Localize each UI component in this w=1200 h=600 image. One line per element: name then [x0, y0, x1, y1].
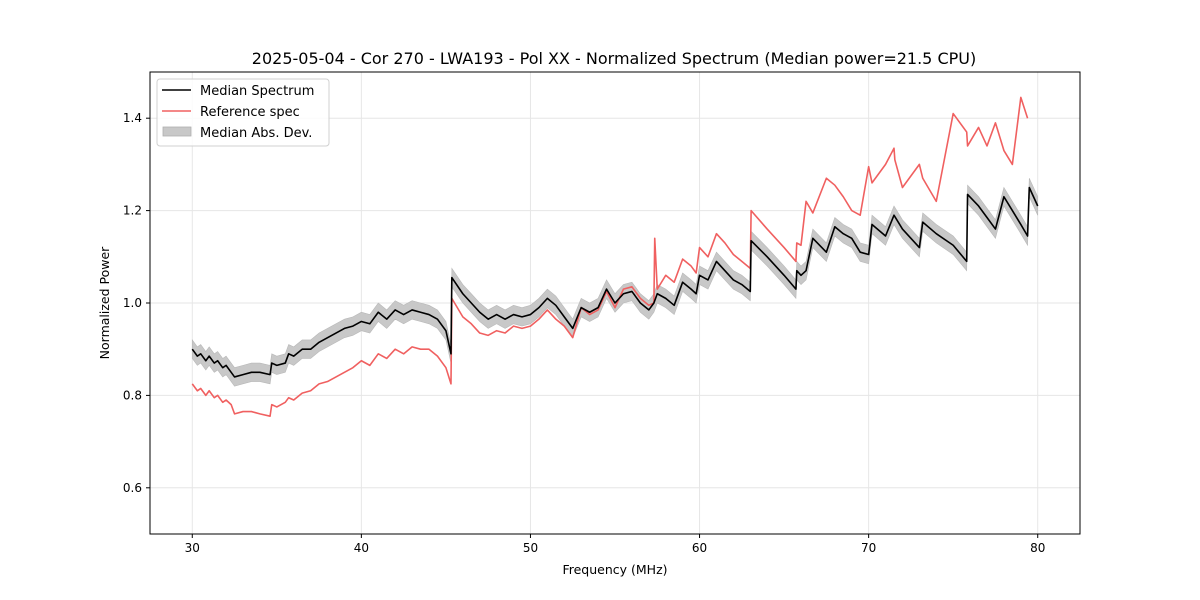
y-axis-ticks: 0.6 0.8 1.0 1.2 1.4	[123, 111, 150, 495]
legend-box	[156, 78, 330, 147]
y-tick-label: 1.0	[123, 296, 142, 310]
y-tick-label: 1.2	[123, 204, 142, 218]
x-tick-label: 60	[692, 541, 707, 555]
y-axis-label: Normalized Power	[97, 246, 112, 360]
median-spectrum-line	[191, 186, 1039, 378]
series-lines-group	[191, 96, 1039, 417]
reference-spectrum-line	[191, 96, 1029, 417]
grid-lines	[150, 72, 1080, 534]
x-axis-label: Frequency (MHz)	[562, 562, 667, 577]
x-tick-label: 80	[1030, 541, 1045, 555]
legend-label-mad: Median Abs. Dev.	[200, 126, 312, 141]
legend-swatch-mad	[162, 126, 192, 137]
x-tick-label: 50	[523, 541, 538, 555]
x-axis-ticks: 30 40 50 60 70 80	[185, 534, 1045, 555]
y-tick-label: 1.4	[123, 111, 142, 125]
y-tick-label: 0.6	[123, 481, 142, 495]
chart-title: 2025-05-04 - Cor 270 - LWA193 - Pol XX -…	[252, 49, 976, 68]
legend-label-reference: Reference spec	[200, 105, 300, 120]
x-tick-label: 30	[185, 541, 200, 555]
y-tick-label: 0.8	[123, 388, 142, 402]
legend-label-median: Median Spectrum	[200, 84, 314, 99]
x-tick-label: 70	[861, 541, 876, 555]
x-tick-label: 40	[354, 541, 369, 555]
legend: Median Spectrum Reference spec Median Ab…	[156, 78, 330, 147]
